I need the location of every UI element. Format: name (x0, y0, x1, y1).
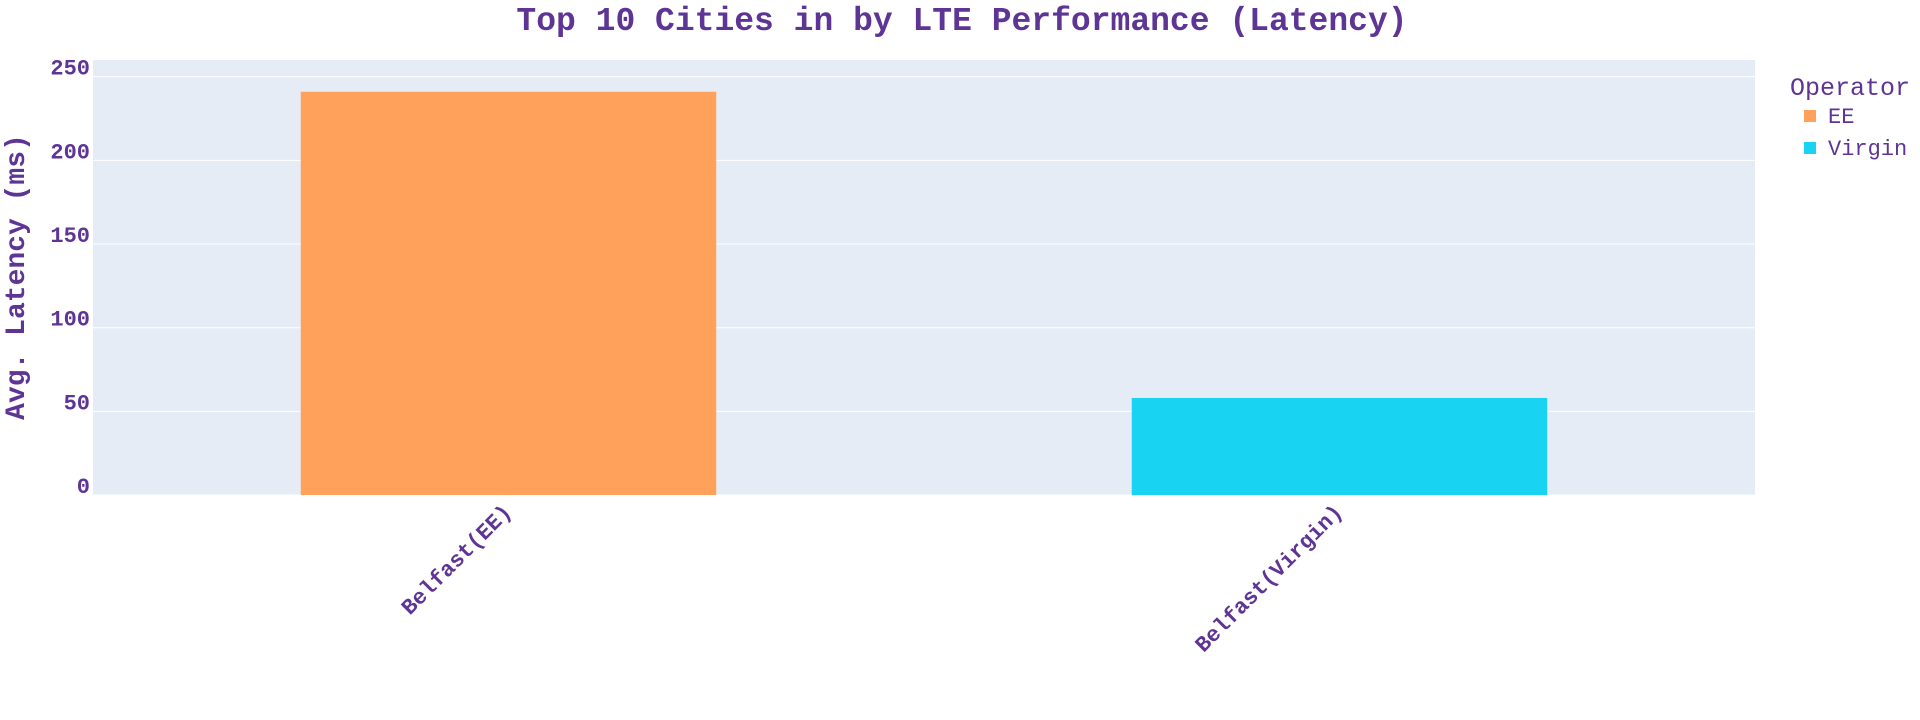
chart-title: Top 10 Cities in by LTE Performance (Lat… (516, 3, 1407, 40)
legend-label-ee[interactable]: EE (1828, 105, 1854, 130)
legend-title: Operator (1790, 74, 1910, 103)
y-tick-label: 200 (50, 140, 90, 165)
x-axis-ticks: Belfast(EE) Belfast(Virgin) (397, 500, 1348, 658)
y-axis-ticks: 0 50 100 150 200 250 (50, 57, 90, 500)
y-tick-label: 100 (50, 308, 90, 333)
y-tick-label: 250 (50, 57, 90, 82)
legend-items: EE Virgin (1804, 105, 1907, 162)
y-tick-label: 50 (64, 391, 90, 416)
legend-label-virgin[interactable]: Virgin (1828, 137, 1907, 162)
legend[interactable]: Operator EE Virgin (1790, 74, 1910, 162)
bars (300, 91, 1548, 496)
x-tick-label: Belfast(EE) (397, 500, 517, 620)
bar-ee[interactable] (300, 91, 717, 496)
y-axis-title: Avg. Latency (ms) (2, 134, 33, 420)
y-tick-label: 150 (50, 224, 90, 249)
legend-swatch-virgin[interactable] (1804, 142, 1816, 154)
legend-swatch-ee[interactable] (1804, 110, 1816, 122)
y-tick-label: 0 (77, 475, 90, 500)
x-tick-label: Belfast(Virgin) (1191, 500, 1349, 658)
bar-virgin[interactable] (1131, 397, 1548, 495)
